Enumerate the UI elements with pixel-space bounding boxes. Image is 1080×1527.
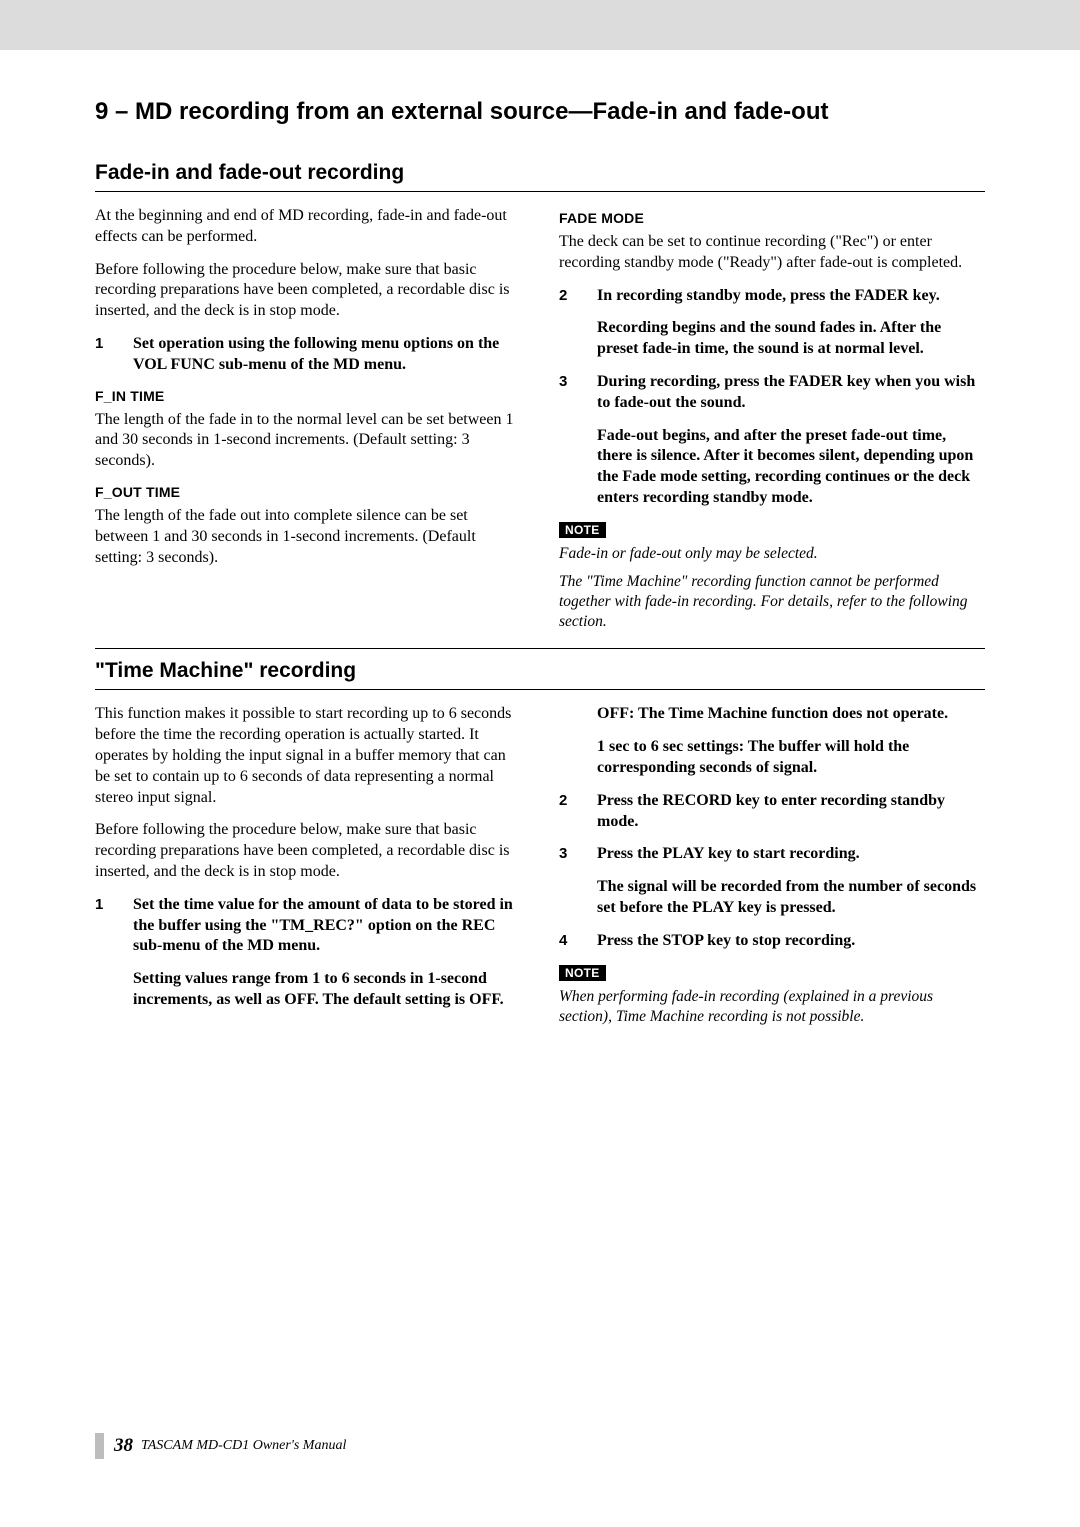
footer-manual-title: TASCAM MD-CD1 Owner's Manual (141, 1438, 346, 1454)
fade-right-col: FADE MODE The deck can be set to continu… (559, 206, 985, 640)
tm-step-1-follow: Setting values range from 1 to 6 seconds… (133, 969, 521, 1011)
top-header-bar (0, 0, 1080, 50)
step-text: Press the RECORD key to enter recording … (597, 791, 985, 833)
step-number: 2 (559, 286, 573, 307)
fade-left-col: At the beginning and end of MD recording… (95, 206, 521, 640)
fade-step-1: 1 Set operation using the following menu… (95, 334, 521, 376)
fade-intro-1: At the beginning and end of MD recording… (95, 206, 521, 248)
step-text: During recording, press the FADER key wh… (597, 372, 985, 414)
note-tag: NOTE (559, 965, 606, 981)
fade-mode-body: The deck can be set to continue recordin… (559, 232, 985, 274)
step-number: 3 (559, 372, 573, 414)
tm-step-1: 1 Set the time value for the amount of d… (95, 895, 521, 957)
tm-intro-1: This function makes it possible to start… (95, 704, 521, 808)
section-tm-columns: This function makes it possible to start… (95, 704, 985, 1034)
step-number: 1 (95, 334, 109, 376)
tm-right-col: OFF: The Time Machine function does not … (559, 704, 985, 1034)
section-fade-columns: At the beginning and end of MD recording… (95, 206, 985, 640)
step-number: 2 (559, 791, 573, 833)
step-text: Set the time value for the amount of dat… (133, 895, 521, 957)
tm-step-3: 3 Press the PLAY key to start recording. (559, 844, 985, 865)
fade-step-2-follow: Recording begins and the sound fades in.… (597, 318, 985, 360)
tm-step-4: 4 Press the STOP key to stop recording. (559, 931, 985, 952)
step-text: In recording standby mode, press the FAD… (597, 286, 985, 307)
step-number: 4 (559, 931, 573, 952)
f-out-time-body: The length of the fade out into complete… (95, 506, 521, 568)
f-in-time-body: The length of the fade in to the normal … (95, 410, 521, 472)
footer-accent-bar (95, 1433, 104, 1459)
fade-step-3-follow: Fade-out begins, and after the preset fa… (597, 426, 985, 509)
tm-step-3-follow: The signal will be recorded from the num… (597, 877, 985, 919)
fade-note-2: The "Time Machine" recording function ca… (559, 572, 985, 632)
step-number: 1 (95, 895, 109, 957)
tm-step-2: 2 Press the RECORD key to enter recordin… (559, 791, 985, 833)
step-number: 3 (559, 844, 573, 865)
fade-intro-2: Before following the procedure below, ma… (95, 260, 521, 322)
fade-mode-head: FADE MODE (559, 210, 985, 226)
page-footer: 38 TASCAM MD-CD1 Owner's Manual (95, 1433, 346, 1459)
tm-left-col: This function makes it possible to start… (95, 704, 521, 1034)
page-content: 9 – MD recording from an external source… (0, 50, 1080, 1035)
step-text: Set operation using the following menu o… (133, 334, 521, 376)
section-divider (95, 648, 985, 649)
f-out-time-head: F_OUT TIME (95, 484, 521, 500)
tm-off-text: OFF: The Time Machine function does not … (597, 704, 985, 725)
note-tag: NOTE (559, 522, 606, 538)
step-text: Press the STOP key to stop recording. (597, 931, 985, 952)
page-number: 38 (114, 1435, 133, 1457)
section-fade-title: Fade-in and fade-out recording (95, 161, 985, 192)
f-in-time-head: F_IN TIME (95, 388, 521, 404)
tm-sec-text: 1 sec to 6 sec settings: The buffer will… (597, 737, 985, 779)
section-tm-title: "Time Machine" recording (95, 659, 985, 690)
fade-step-2: 2 In recording standby mode, press the F… (559, 286, 985, 307)
fade-note-1: Fade-in or fade-out only may be selected… (559, 544, 985, 564)
tm-intro-2: Before following the procedure below, ma… (95, 820, 521, 882)
tm-note-1: When performing fade-in recording (expla… (559, 987, 985, 1027)
fade-step-3: 3 During recording, press the FADER key … (559, 372, 985, 414)
chapter-title: 9 – MD recording from an external source… (95, 98, 985, 126)
step-text: Press the PLAY key to start recording. (597, 844, 985, 865)
